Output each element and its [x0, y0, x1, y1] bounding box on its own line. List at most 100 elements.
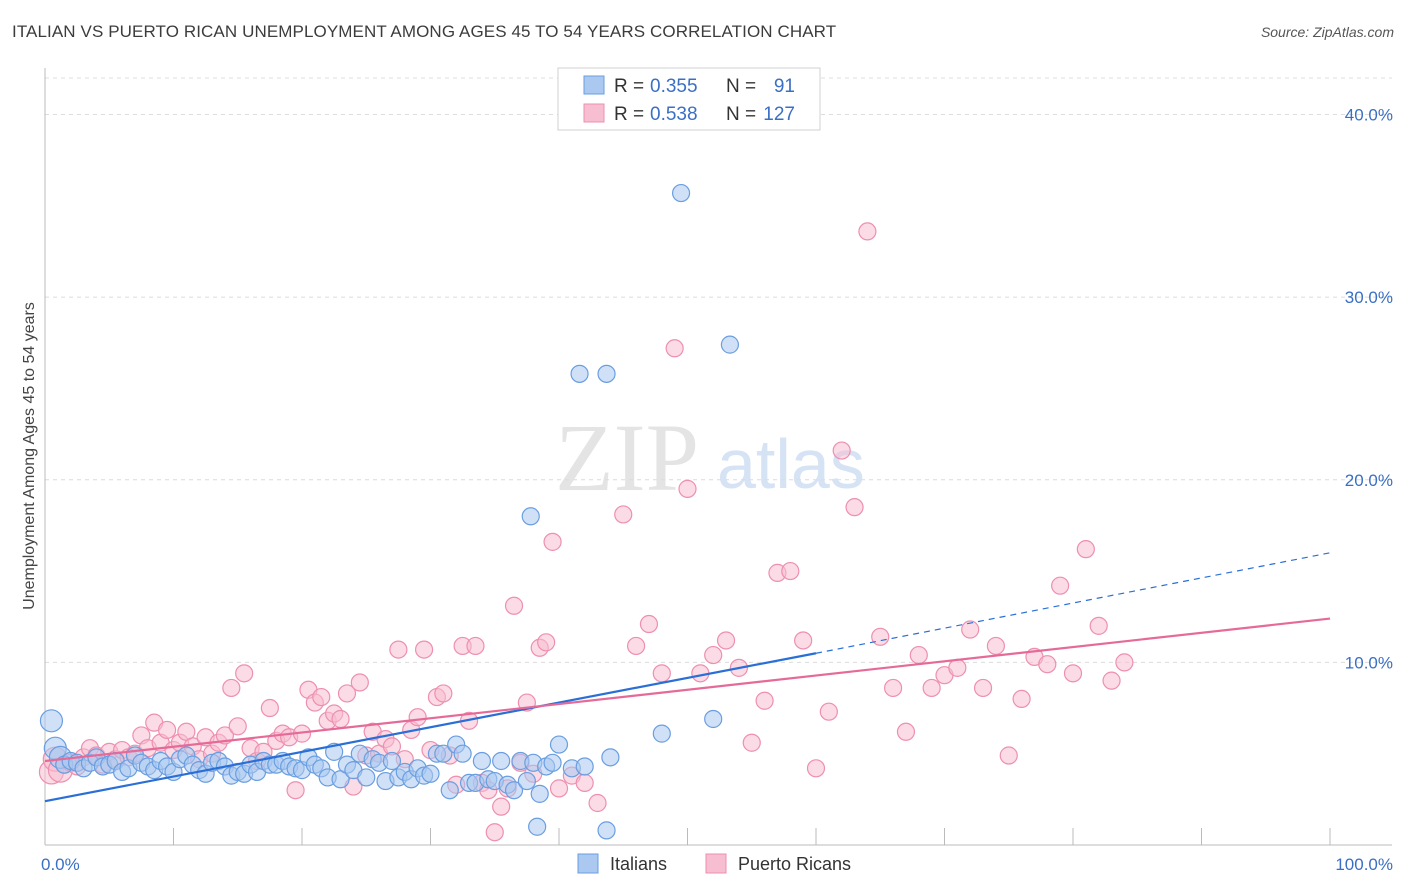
puerto-rican-point — [331, 709, 350, 729]
italian-point — [570, 364, 589, 383]
puerto-rican-point — [858, 222, 877, 241]
puerto-rican-point — [819, 702, 838, 721]
legend-r-label-1: R = — [614, 76, 644, 97]
italian-point — [517, 771, 536, 791]
italian-point — [720, 335, 740, 354]
puerto-rican-point — [434, 684, 453, 703]
x-tick-label-max: 100.0% — [1335, 855, 1393, 874]
italian-point — [601, 748, 620, 767]
puerto-rican-point — [350, 673, 369, 692]
legend-n-value-2: 127 — [763, 104, 795, 125]
puerto-rican-point — [999, 746, 1018, 765]
bottom-legend-pr-swatch — [705, 853, 727, 874]
puerto-rican-point — [652, 664, 671, 683]
puerto-rican-point — [1076, 540, 1095, 559]
italian-point — [382, 751, 402, 771]
italian-point — [39, 709, 64, 733]
italian-point — [434, 744, 453, 763]
puerto-rican-point — [408, 708, 427, 727]
puerto-rican-point — [1012, 689, 1031, 709]
y-tick-label-10: 10.0% — [1345, 653, 1393, 672]
puerto-rican-point — [543, 532, 562, 551]
puerto-rican-point — [755, 691, 774, 710]
puerto-rican-point — [973, 678, 993, 698]
puerto-rican-point — [871, 627, 890, 646]
puerto-rican-point — [626, 636, 646, 656]
italian-point — [543, 753, 562, 772]
puerto-rican-point — [896, 722, 916, 741]
italian-point — [549, 735, 569, 754]
bottom-legend-puerto-ricans: Puerto Ricans — [738, 854, 851, 874]
source-credit: Source: ZipAtlas.com — [1260, 24, 1394, 40]
italian-point — [652, 724, 671, 743]
puerto-rican-point — [1038, 655, 1057, 674]
bottom-legend-italians-swatch — [577, 853, 599, 874]
series-legend: Italians Puerto Ricans — [577, 853, 851, 874]
puerto-rican-point — [1102, 671, 1121, 690]
puerto-rican-point — [845, 498, 864, 517]
puerto-rican-point — [389, 640, 408, 659]
legend-r-value-1: 0.355 — [650, 76, 698, 97]
puerto-rican-point — [1115, 653, 1134, 672]
puerto-rican-point — [286, 781, 305, 800]
trend-lines — [44, 552, 1331, 803]
axes: 10.0% 20.0% 30.0% 40.0% 0.0% 100.0% — [41, 68, 1393, 874]
puerto-rican-point — [909, 645, 928, 665]
italian-point — [704, 709, 723, 729]
puerto-rican-point — [504, 596, 524, 615]
legend-pr-swatch — [583, 103, 605, 123]
puerto-ricans-points — [38, 222, 1134, 842]
puerto-rican-point — [235, 664, 254, 683]
italians-trend-extension — [815, 552, 1331, 654]
puerto-rican-point — [832, 441, 851, 460]
puerto-rican-point — [961, 620, 980, 639]
y-tick-label-40: 40.0% — [1345, 106, 1393, 125]
puerto-rican-point — [922, 678, 941, 698]
italian-point — [521, 507, 540, 526]
italian-point — [421, 764, 440, 783]
puerto-rican-point — [485, 823, 504, 842]
puerto-rican-point — [414, 640, 434, 659]
puerto-rican-point — [1089, 616, 1108, 635]
y-tick-label-20: 20.0% — [1345, 471, 1393, 490]
puerto-rican-point — [222, 678, 241, 698]
watermark-atlas: atlas — [717, 425, 865, 503]
italian-point — [472, 751, 491, 771]
puerto-rican-point — [948, 658, 967, 677]
puerto-rican-point — [614, 505, 633, 524]
italian-point — [597, 821, 616, 840]
watermark-zip: ZIP — [555, 404, 699, 511]
italian-point — [528, 817, 547, 836]
chart-title: ITALIAN VS PUERTO RICAN UNEMPLOYMENT AMO… — [12, 22, 837, 41]
stats-legend: R = 0.355 N = 91 R = 0.538 N = 127 — [557, 67, 821, 131]
puerto-rican-point — [466, 636, 485, 656]
puerto-rican-point — [986, 636, 1006, 656]
italians-points — [39, 183, 740, 840]
legend-r-label-2: R = — [614, 104, 644, 125]
puerto-rican-point — [704, 645, 723, 665]
italian-point — [575, 757, 594, 776]
puerto-rican-point — [781, 561, 800, 581]
puerto-rican-point — [549, 779, 569, 798]
puerto-rican-point — [537, 633, 556, 652]
puerto-rican-point — [742, 733, 761, 752]
italian-point — [671, 183, 691, 203]
puerto-rican-point — [312, 687, 331, 707]
y-axis-label: Unemployment Among Ages 45 to 54 years — [21, 302, 38, 610]
puerto-rican-point — [575, 773, 594, 793]
puerto-rican-point — [492, 797, 511, 816]
puerto-ricans-trend-line — [44, 617, 1331, 763]
legend-n-label-2: N = — [726, 104, 756, 125]
puerto-rican-point — [665, 339, 684, 358]
italian-point — [453, 744, 472, 763]
puerto-rican-point — [806, 759, 826, 778]
puerto-rican-point — [716, 631, 736, 650]
puerto-rican-point — [639, 614, 659, 634]
legend-r-value-2: 0.538 — [650, 104, 698, 125]
y-tick-label-30: 30.0% — [1345, 288, 1393, 307]
italian-point — [530, 784, 549, 803]
legend-n-label-1: N = — [726, 76, 756, 97]
legend-italians-swatch — [583, 75, 605, 95]
italian-point — [357, 768, 376, 787]
